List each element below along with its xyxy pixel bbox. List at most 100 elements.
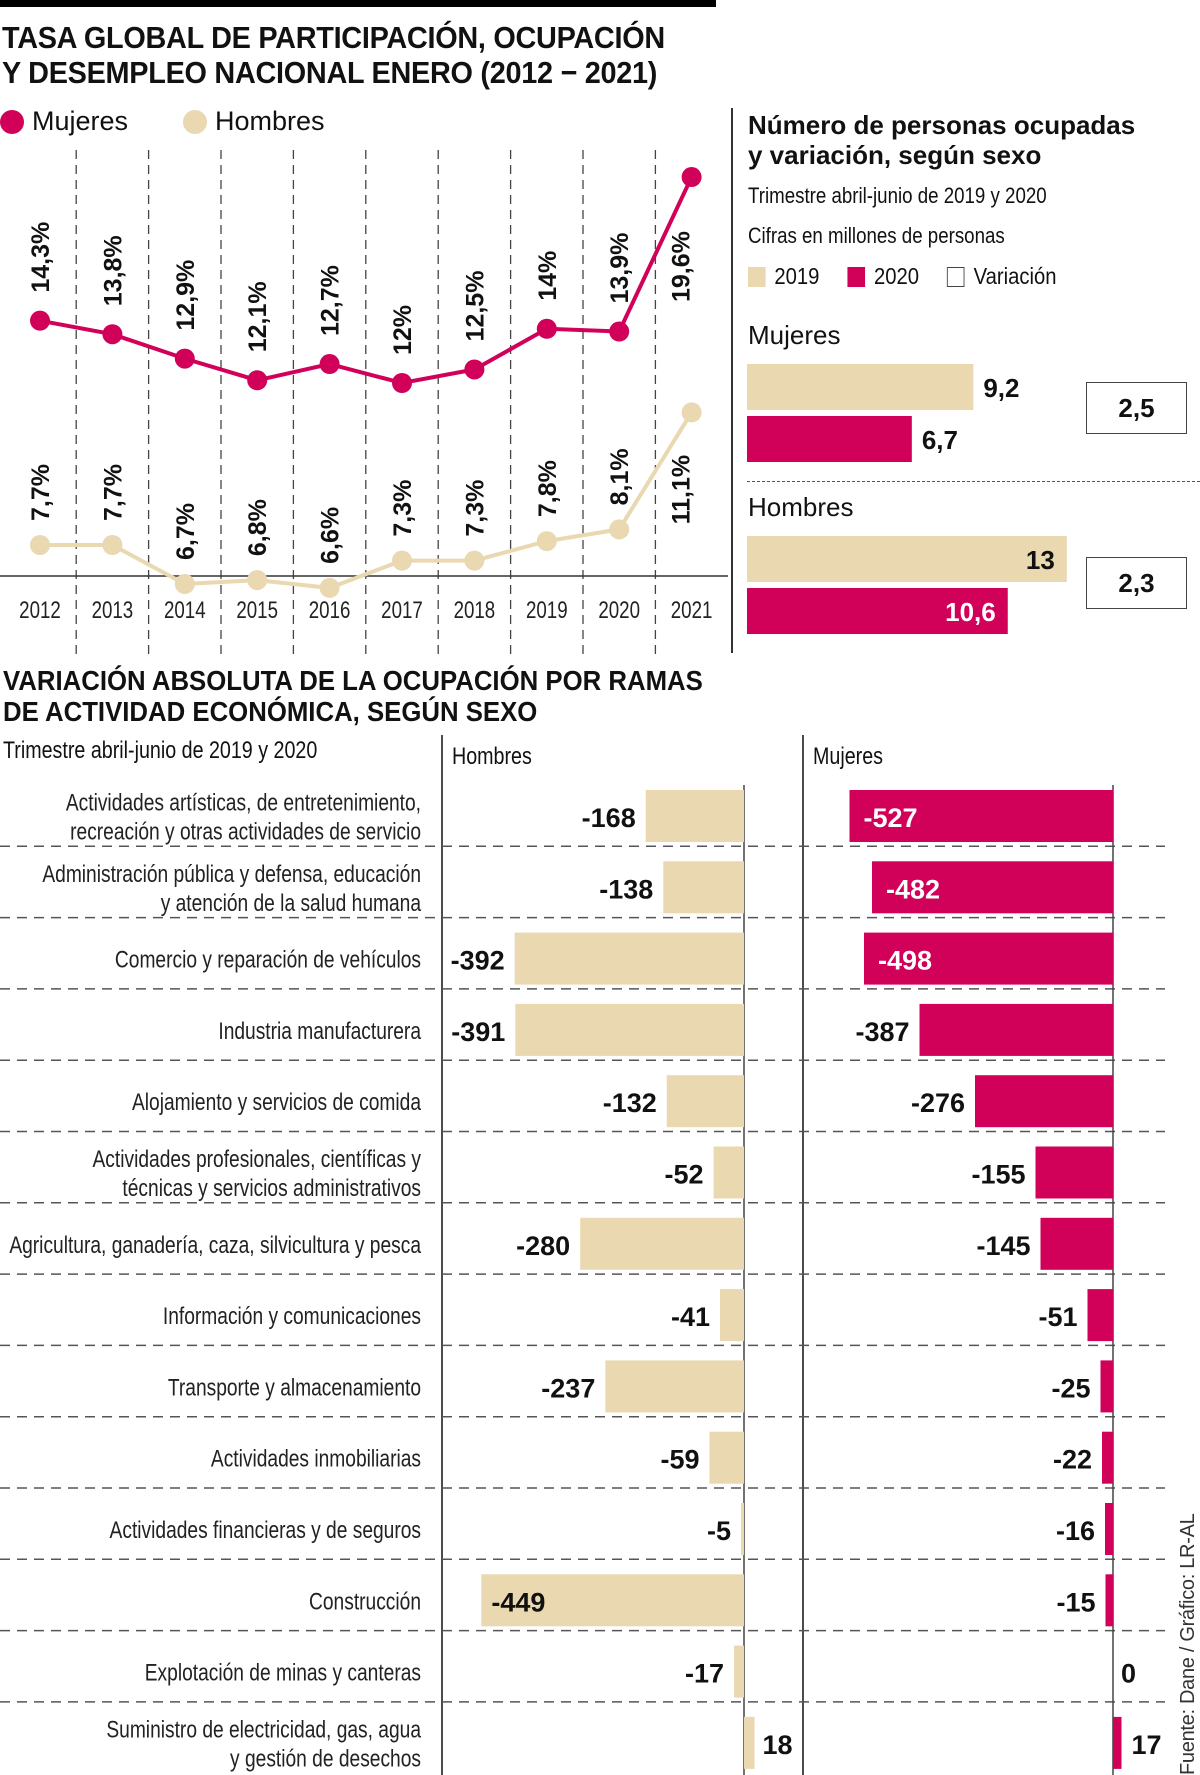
data-label-mujeres: 19,6% xyxy=(668,231,696,302)
bar-value-hombres: -5 xyxy=(707,1516,731,1546)
bar-mujeres xyxy=(1105,1503,1113,1555)
column-header-hombres: Hombres xyxy=(452,743,532,770)
bar-value-hombres: 18 xyxy=(763,1730,793,1760)
data-label-mujeres: 12,1% xyxy=(244,281,272,352)
point-mujeres xyxy=(30,310,50,331)
bar-value-mujeres: -145 xyxy=(976,1231,1030,1261)
legend-2020-label: 2020 xyxy=(873,263,920,289)
panel-group-label-hombres: Hombres xyxy=(748,492,854,522)
variation-box-mujeres: 2,5 xyxy=(1086,382,1187,434)
point-hombres xyxy=(681,402,702,423)
category-label: Actividades financieras y de seguros xyxy=(110,1516,422,1544)
sector-bar-chart: Actividades artísticas, de entretenimien… xyxy=(0,735,1165,1775)
category-label: y atención de la salud humana xyxy=(161,889,422,917)
point-mujeres xyxy=(174,348,195,369)
bar-value-hombres: -132 xyxy=(603,1088,657,1118)
point-mujeres xyxy=(536,318,557,339)
bar-value-hombres: -280 xyxy=(516,1231,570,1261)
data-label-hombres: 6,6% xyxy=(317,507,345,564)
data-label-hombres: 7,3% xyxy=(389,480,417,537)
line-chart-title-line2: Y DESEMPLEO NACIONAL ENERO (2012 − 2021) xyxy=(2,55,658,90)
category-label: Suministro de electricidad, gas, agua xyxy=(106,1715,421,1743)
panel-group-separator xyxy=(747,481,1200,482)
legend-variation-label: Variación xyxy=(973,263,1057,289)
bar-hombres xyxy=(605,1360,744,1413)
bar-mujeres xyxy=(1035,1146,1113,1199)
legend-variation-box-icon xyxy=(947,266,965,287)
panel-legend: 2019 2020 Variación xyxy=(748,263,1056,290)
point-mujeres xyxy=(681,167,702,188)
bar-mujeres xyxy=(1040,1217,1113,1270)
bar-value-hombres: -392 xyxy=(451,946,505,976)
bar-value-label: 9,2 xyxy=(983,373,1019,403)
line-mujeres xyxy=(39,176,694,386)
source-credit: Fuente: Dane / Gráfico: LR-AL xyxy=(1177,1513,1199,1775)
bar-value-hombres: -168 xyxy=(582,803,636,833)
point-hombres xyxy=(102,535,123,555)
bar-hombres xyxy=(515,1003,744,1056)
data-label-hombres: 6,8% xyxy=(244,499,272,556)
point-hombres xyxy=(464,550,485,571)
data-label-mujeres: 13,8% xyxy=(99,235,127,306)
point-mujeres xyxy=(609,321,630,342)
bar-value-hombres: -59 xyxy=(660,1445,699,1475)
bar-hombres xyxy=(734,1645,744,1698)
bottom-chart-title: VARIACIÓN ABSOLUTA DE LA OCUPACIÓN POR R… xyxy=(3,665,703,727)
bar-value-mujeres: 0 xyxy=(1121,1659,1136,1689)
bar-value-mujeres: -51 xyxy=(1038,1302,1077,1332)
bar-value-hombres: -391 xyxy=(451,1017,505,1047)
panel-subtitle: Trimestre abril-junio de 2019 y 2020 xyxy=(748,183,1047,208)
category-label: Actividades profesionales, científicas y xyxy=(93,1145,422,1173)
category-label: Industria manufacturera xyxy=(218,1017,421,1045)
data-label-hombres: 7,3% xyxy=(461,480,489,537)
bar-mujeres xyxy=(849,790,1113,842)
point-hombres xyxy=(609,519,630,540)
bar-hombres xyxy=(666,1075,744,1128)
x-tick-label: 2020 xyxy=(598,597,640,624)
legend-label-mujeres: Mujeres xyxy=(32,106,129,136)
bar-value-mujeres: 17 xyxy=(1132,1730,1162,1760)
point-hombres xyxy=(247,570,268,591)
bar-value-mujeres: -155 xyxy=(971,1160,1025,1190)
line-chart: 2012 2013 2014 2015 2016 2017 2018 2019 2020 2021… xyxy=(0,150,728,660)
category-label: recreación y otras actividades de servic… xyxy=(70,817,421,845)
bar-value-hombres: -449 xyxy=(491,1587,545,1617)
bar-value-mujeres: -25 xyxy=(1051,1373,1090,1403)
bar-value-hombres: -138 xyxy=(599,874,653,904)
bar-mujeres-2019 xyxy=(747,364,974,410)
point-mujeres xyxy=(392,373,412,393)
bar-mujeres xyxy=(1113,1716,1122,1769)
data-label-hombres: 7,7% xyxy=(27,464,55,521)
data-label-mujeres: 12% xyxy=(389,305,417,355)
x-tick-label: 2019 xyxy=(526,597,568,624)
category-label: técnicas y servicios administrativos xyxy=(122,1174,421,1202)
variation-box-hombres: 2,3 xyxy=(1086,557,1187,609)
x-tick-label: 2013 xyxy=(92,597,134,624)
data-label-hombres: 11,1% xyxy=(668,455,696,525)
bar-hombres xyxy=(744,1716,755,1769)
bar-hombres xyxy=(481,1574,744,1627)
point-hombres xyxy=(536,531,557,552)
bottom-chart-title-line2: DE ACTIVIDAD ECONÓMICA, SEGÚN SEXO xyxy=(3,696,538,727)
category-label: Alojamiento y servicios de comida xyxy=(132,1088,422,1116)
bar-mujeres xyxy=(1100,1360,1113,1413)
bar-hombres xyxy=(580,1217,744,1270)
bar-value-label: 10,6 xyxy=(945,597,996,627)
point-hombres xyxy=(319,577,340,598)
category-label: y gestión de desechos xyxy=(230,1744,421,1772)
data-label-mujeres: 12,7% xyxy=(317,265,345,336)
column-header-mujeres: Mujeres xyxy=(813,743,883,770)
legend-item-hombres: Hombres xyxy=(183,106,325,137)
bar-hombres xyxy=(720,1289,744,1342)
legend-2019-swatch-icon xyxy=(748,266,766,287)
category-label: Información y comunicaciones xyxy=(163,1302,421,1330)
panel-title-line2: y variación, según sexo xyxy=(748,140,1042,170)
bar-value-mujeres: -498 xyxy=(878,946,932,976)
bar-mujeres xyxy=(864,932,1113,985)
legend-label-hombres: Hombres xyxy=(215,106,325,136)
bottom-chart-subtitle: Trimestre abril-junio de 2019 y 2020 xyxy=(3,737,318,764)
panel-group-label-mujeres: Mujeres xyxy=(748,320,841,350)
line-hombres xyxy=(40,411,694,590)
point-hombres xyxy=(392,550,412,571)
data-label-hombres: 7,7% xyxy=(99,464,127,521)
